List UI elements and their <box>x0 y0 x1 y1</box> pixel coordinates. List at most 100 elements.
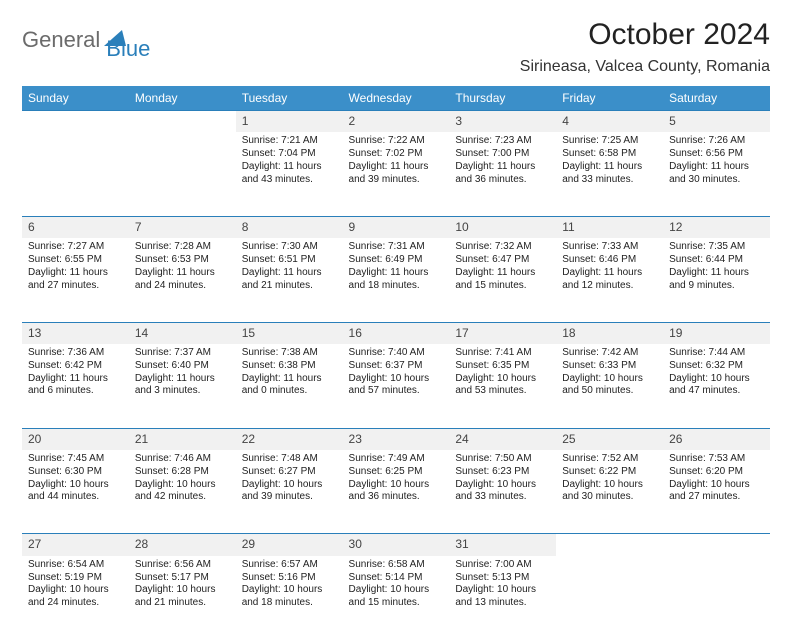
daylight-text: Daylight: 10 hours <box>669 373 764 386</box>
day-number: 1 <box>236 111 343 133</box>
daylight-text: Daylight: 10 hours <box>242 479 337 492</box>
daylight-text: Daylight: 11 hours <box>135 267 230 280</box>
sunrise-text: Sunrise: 7:40 AM <box>349 347 444 360</box>
daylight-text: and 33 minutes. <box>562 174 657 187</box>
sunset-text: Sunset: 6:37 PM <box>349 360 444 373</box>
day-number: 26 <box>663 428 770 450</box>
sunset-text: Sunset: 6:49 PM <box>349 254 444 267</box>
daylight-text: Daylight: 10 hours <box>349 373 444 386</box>
day-number: 11 <box>556 216 663 238</box>
daylight-text: and 6 minutes. <box>28 385 123 398</box>
day-number: 16 <box>343 322 450 344</box>
day-number: 28 <box>129 534 236 556</box>
day-number: 2 <box>343 111 450 133</box>
sunrise-text: Sunrise: 7:50 AM <box>455 453 550 466</box>
day-cell: Sunrise: 7:42 AMSunset: 6:33 PMDaylight:… <box>556 344 663 428</box>
content-row: Sunrise: 6:54 AMSunset: 5:19 PM Daylight:… <box>22 556 770 640</box>
daylight-text: Daylight: 11 hours <box>455 161 550 174</box>
day-number: 14 <box>129 322 236 344</box>
daylight-text: Daylight: 11 hours <box>28 267 123 280</box>
daylight-text: Daylight: 10 hours <box>562 479 657 492</box>
sunrise-text: Sunrise: 7:52 AM <box>562 453 657 466</box>
daylight-text: and 27 minutes. <box>669 491 764 504</box>
sunset-text: Sunset: 7:00 PM <box>455 148 550 161</box>
daylight-text: Daylight: 10 hours <box>455 479 550 492</box>
daylight-text: and 36 minutes. <box>349 491 444 504</box>
day-number: 31 <box>449 534 556 556</box>
sunrise-text: Sunrise: 6:58 AM <box>349 559 444 572</box>
daylight-text: and 0 minutes. <box>242 385 337 398</box>
daylight-text: and 50 minutes. <box>562 385 657 398</box>
day-cell: Sunrise: 7:40 AMSunset: 6:37 PMDaylight:… <box>343 344 450 428</box>
day-cell: Sunrise: 7:00 AMSunset: 5:13 PMDaylight:… <box>449 556 556 640</box>
sunset-text: Sunset: 6:46 PM <box>562 254 657 267</box>
day-cell: Sunrise: 7:48 AMSunset: 6:27 PMDaylight:… <box>236 450 343 534</box>
day-number: 29 <box>236 534 343 556</box>
day-number: 4 <box>556 111 663 133</box>
day-cell: Sunrise: 7:52 AMSunset: 6:22 PMDaylight:… <box>556 450 663 534</box>
daylight-text: and 33 minutes. <box>455 491 550 504</box>
sunrise-text: Sunrise: 7:26 AM <box>669 135 764 148</box>
daylight-text: Daylight: 11 hours <box>455 267 550 280</box>
daylight-text: and 15 minutes. <box>455 280 550 293</box>
daylight-text: and 3 minutes. <box>135 385 230 398</box>
empty-daynum <box>22 111 129 133</box>
day-cell: Sunrise: 7:28 AMSunset: 6:53 PMDaylight:… <box>129 238 236 322</box>
sunset-text: Sunset: 5:19 PM <box>28 572 123 585</box>
sunrise-text: Sunrise: 7:48 AM <box>242 453 337 466</box>
daylight-text: and 43 minutes. <box>242 174 337 187</box>
sunset-text: Sunset: 6:35 PM <box>455 360 550 373</box>
sunset-text: Sunset: 6:47 PM <box>455 254 550 267</box>
sunrise-text: Sunrise: 6:54 AM <box>28 559 123 572</box>
sunrise-text: Sunrise: 7:25 AM <box>562 135 657 148</box>
sunrise-text: Sunrise: 7:31 AM <box>349 241 444 254</box>
logo: General Blue <box>22 18 150 62</box>
daylight-text: and 18 minutes. <box>349 280 444 293</box>
daylight-text: and 24 minutes. <box>135 280 230 293</box>
sunset-text: Sunset: 6:27 PM <box>242 466 337 479</box>
content-row: Sunrise: 7:21 AMSunset: 7:04 PMDaylight:… <box>22 132 770 216</box>
sunrise-text: Sunrise: 7:45 AM <box>28 453 123 466</box>
day-cell: Sunrise: 7:32 AMSunset: 6:47 PMDaylight:… <box>449 238 556 322</box>
daylight-text: and 39 minutes. <box>349 174 444 187</box>
sunset-text: Sunset: 6:56 PM <box>669 148 764 161</box>
sunset-text: Sunset: 5:16 PM <box>242 572 337 585</box>
weekday-header: Friday <box>556 86 663 111</box>
daylight-text: and 9 minutes. <box>669 280 764 293</box>
daylight-text: Daylight: 11 hours <box>669 161 764 174</box>
sunrise-text: Sunrise: 7:46 AM <box>135 453 230 466</box>
sunset-text: Sunset: 6:55 PM <box>28 254 123 267</box>
logo-text-blue: Blue <box>106 36 150 62</box>
content-row: Sunrise: 7:36 AMSunset: 6:42 PMDaylight:… <box>22 344 770 428</box>
day-number: 7 <box>129 216 236 238</box>
empty-cell <box>663 556 770 640</box>
daylight-text: Daylight: 10 hours <box>455 373 550 386</box>
day-number: 24 <box>449 428 556 450</box>
day-cell: Sunrise: 6:57 AMSunset: 5:16 PMDaylight:… <box>236 556 343 640</box>
daylight-text: and 21 minutes. <box>242 280 337 293</box>
day-cell: Sunrise: 7:50 AMSunset: 6:23 PMDaylight:… <box>449 450 556 534</box>
sunset-text: Sunset: 6:58 PM <box>562 148 657 161</box>
day-cell: Sunrise: 6:54 AMSunset: 5:19 PMDaylight:… <box>22 556 129 640</box>
day-number: 30 <box>343 534 450 556</box>
weekday-header: Saturday <box>663 86 770 111</box>
empty-daynum <box>556 534 663 556</box>
day-cell: Sunrise: 7:27 AMSunset: 6:55 PMDaylight:… <box>22 238 129 322</box>
daylight-text: Daylight: 10 hours <box>562 373 657 386</box>
daylight-text: and 42 minutes. <box>135 491 230 504</box>
day-cell: Sunrise: 7:30 AMSunset: 6:51 PMDaylight:… <box>236 238 343 322</box>
daylight-text: Daylight: 11 hours <box>562 267 657 280</box>
sunset-text: Sunset: 6:38 PM <box>242 360 337 373</box>
sunset-text: Sunset: 6:42 PM <box>28 360 123 373</box>
daylight-text: Daylight: 10 hours <box>349 479 444 492</box>
sunset-text: Sunset: 6:51 PM <box>242 254 337 267</box>
day-cell: Sunrise: 7:53 AMSunset: 6:20 PMDaylight:… <box>663 450 770 534</box>
sunrise-text: Sunrise: 6:57 AM <box>242 559 337 572</box>
logo-text-general: General <box>22 27 100 53</box>
sunrise-text: Sunrise: 7:38 AM <box>242 347 337 360</box>
daylight-text: Daylight: 10 hours <box>349 584 444 597</box>
day-cell: Sunrise: 7:26 AMSunset: 6:56 PMDaylight:… <box>663 132 770 216</box>
day-number: 18 <box>556 322 663 344</box>
day-number: 6 <box>22 216 129 238</box>
daylight-text: and 57 minutes. <box>349 385 444 398</box>
